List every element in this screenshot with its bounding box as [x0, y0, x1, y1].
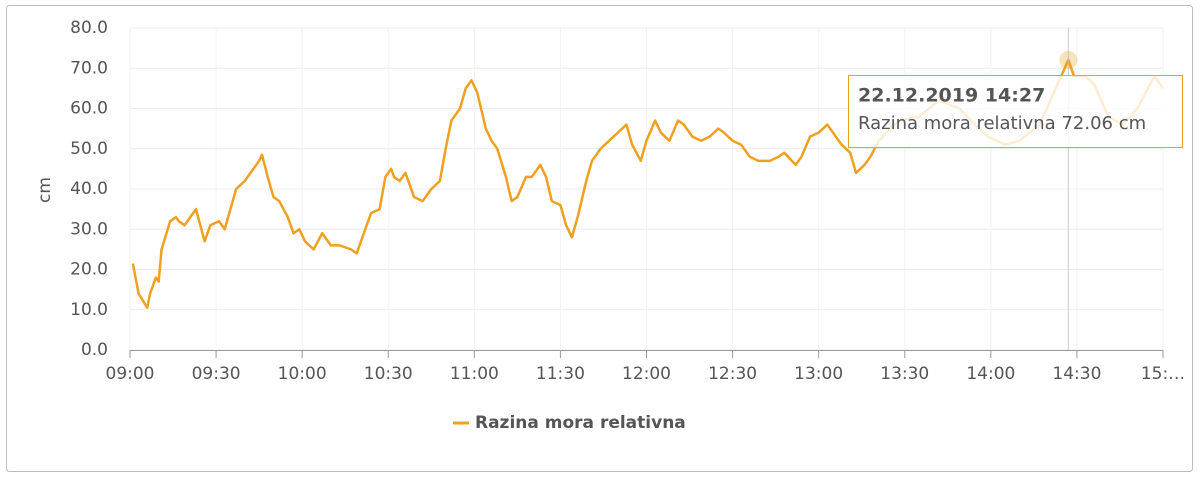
line — [131, 58, 1165, 309]
hover-halo — [1059, 50, 1078, 69]
tooltip-series: Razina mora relativna — [858, 113, 1056, 134]
y-tick-label: 40.0 — [70, 179, 108, 199]
x-tick-label: 14:00 — [966, 364, 1015, 384]
y-tick-label: 70.0 — [70, 58, 108, 78]
y-tick-label: 60.0 — [70, 99, 108, 119]
y-tick-label: 30.0 — [70, 219, 108, 239]
x-tick-label: 09:00 — [106, 364, 155, 384]
y-tick-label: 20.0 — [70, 260, 108, 280]
legend-label: Razina mora relativna — [475, 413, 686, 433]
x-tick-label: 09:30 — [192, 364, 241, 384]
x-tick-label: 11:00 — [450, 364, 499, 384]
tooltip-value: Razina mora relativna 72.06 cm — [858, 113, 1146, 134]
x-tick-label: 15:… — [1141, 364, 1185, 384]
tooltip-title: 22.12.2019 14:27 — [858, 85, 1045, 107]
y-tick-label: 10.0 — [70, 300, 108, 320]
tooltip-value-label: 72.06 cm — [1061, 113, 1146, 134]
y-axis-label: cm — [35, 177, 55, 203]
x-tick-label: 10:30 — [364, 364, 413, 384]
tooltip-box — [848, 75, 1183, 148]
x-tick-label: 10:00 — [278, 364, 327, 384]
y-tick-label: 80.0 — [70, 18, 108, 38]
y-tick-label: 0.0 — [81, 340, 108, 360]
x-tick-label: 11:30 — [536, 364, 585, 384]
y-tick-label: 50.0 — [70, 139, 108, 159]
x-tick-label: 14:30 — [1052, 364, 1101, 384]
x-tick-label: 13:30 — [880, 364, 929, 384]
x-tick-label: 13:00 — [794, 364, 843, 384]
x-tick-label: 12:30 — [708, 364, 757, 384]
x-tick-label: 12:00 — [622, 364, 671, 384]
